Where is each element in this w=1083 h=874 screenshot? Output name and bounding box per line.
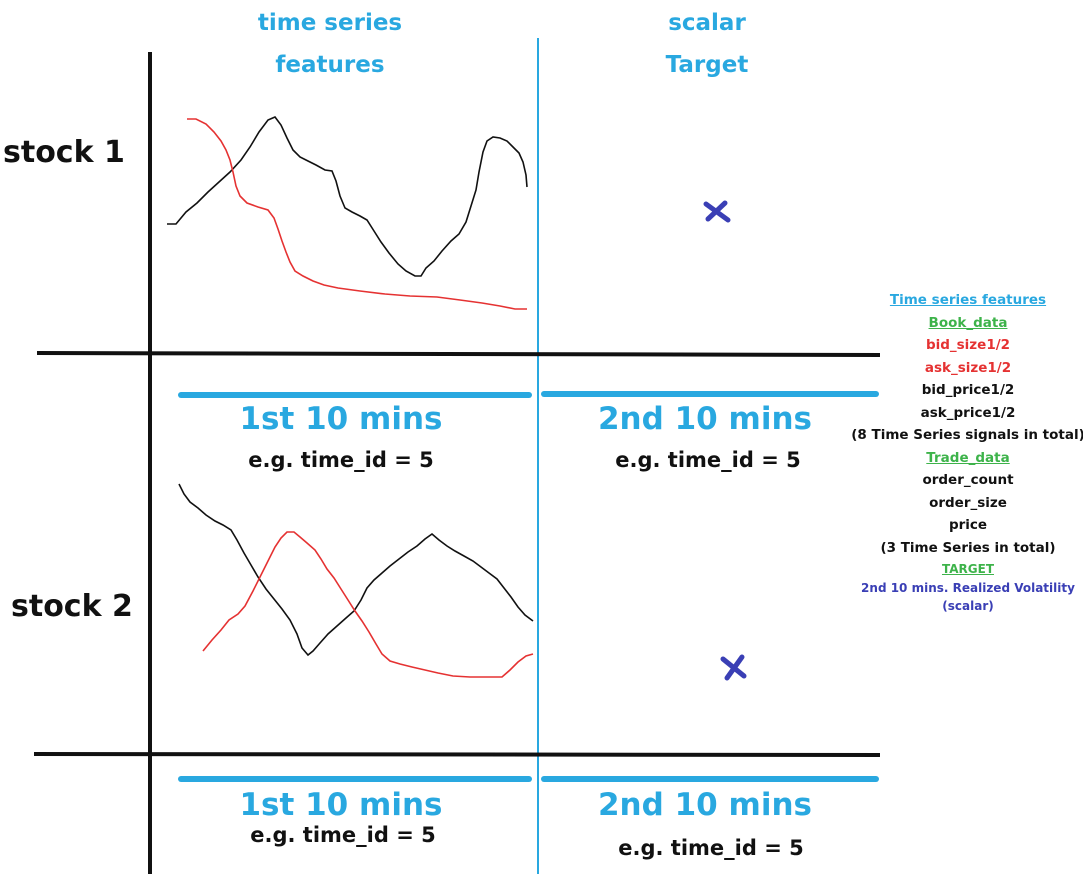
segment-label-row1-left: 1st 10 mins [239,401,443,437]
legend-trade-total: (3 Time Series in total) [880,539,1056,556]
x-cross-icon [720,654,747,681]
segment-example-row2-right: e.g. time_id = 5 [618,836,804,860]
segment-example-row2-left: e.g. time_id = 5 [250,823,436,847]
segment-label-row1-right: 2nd 10 mins [597,401,812,437]
segment-example-row1-left: e.g. time_id = 5 [248,448,434,472]
column-header-left-line2: features [275,52,385,78]
row-separator-1 [36,351,881,357]
legend-panel: Time series features Book_data bid_size1… [848,289,1083,615]
segment-label-row2-right: 2nd 10 mins [597,787,812,823]
stock1-size-series [187,118,527,310]
row-label-stock-1: stock 1 [3,135,125,170]
legend-book-heading: Book_data [928,314,1008,331]
legend-target-desc: 2nd 10 mins. Realized Volatility [861,581,1075,595]
segment-label-row2-left: 1st 10 mins [239,787,443,823]
legend-book-total: (8 Time Series signals in total) [851,427,1083,443]
stock2-price-series [178,483,534,657]
legend-target-type: (scalar) [942,599,994,613]
legend-item: bid_price1/2 [921,382,1015,398]
legend-item: bid_size1/2 [925,337,1011,353]
legend-item: order_size [929,494,1007,511]
column-header-right: scalar Target [607,12,807,77]
row-label-stock-2: stock 2 [11,589,133,624]
legend-item: price [948,517,988,533]
legend-target-heading: TARGET [941,562,994,576]
legend-trade-heading: Trade_data [926,449,1010,466]
stock2-size-series [202,531,534,678]
legend-item: order_count [922,472,1014,488]
column-header-right-line1: scalar [668,10,746,36]
segment-example-row1-right: e.g. time_id = 5 [615,448,801,472]
column-header-right-line2: Target [665,52,749,78]
column-header-left-line1: time series [257,10,403,36]
row-separator-2 [33,752,881,757]
legend-item: ask_price1/2 [920,404,1016,421]
stock1-price-series [167,116,528,277]
legend-item: ask_size1/2 [924,359,1012,376]
x-cross-icon [703,200,731,223]
column-header-left: time series features [230,12,430,77]
legend-title: Time series features [889,292,1047,308]
